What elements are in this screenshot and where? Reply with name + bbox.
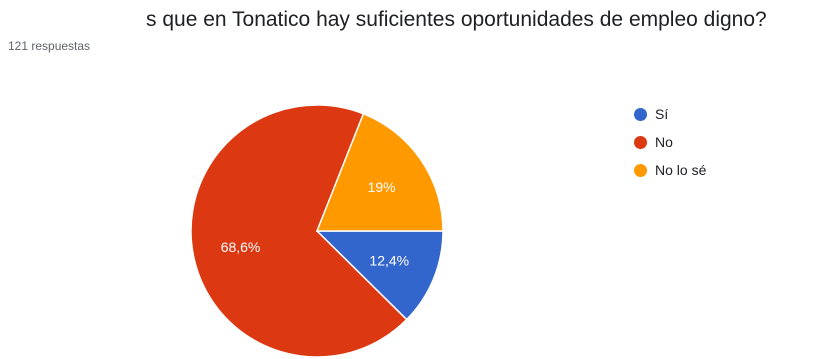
- pie-label-nolose: 19%: [368, 179, 396, 195]
- legend-label-si: Sí: [655, 106, 668, 122]
- legend-label-nolose: No lo sé: [655, 162, 706, 178]
- pie-label-no: 68,6%: [221, 239, 261, 255]
- pie-slices: [191, 105, 443, 357]
- legend-item-nolose[interactable]: No lo sé: [634, 156, 706, 184]
- legend-item-si[interactable]: Sí: [634, 100, 706, 128]
- pie-label-si: 12,4%: [369, 253, 409, 269]
- legend-item-no[interactable]: No: [634, 128, 706, 156]
- legend-swatch-no: [634, 136, 647, 149]
- legend-label-no: No: [655, 134, 673, 150]
- legend-swatch-nolose: [634, 164, 647, 177]
- legend-swatch-si: [634, 108, 647, 121]
- chart-legend: Sí No No lo sé: [634, 100, 706, 184]
